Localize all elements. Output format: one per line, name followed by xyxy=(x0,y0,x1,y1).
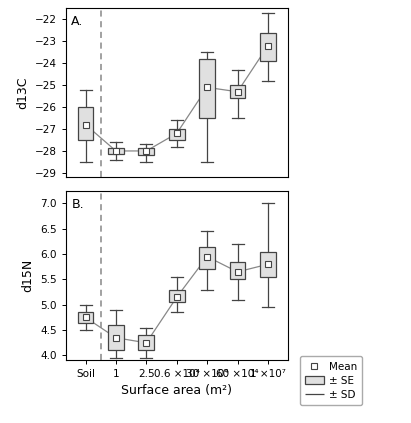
Legend: Mean, ± SE, ± SD: Mean, ± SE, ± SD xyxy=(300,356,362,405)
Bar xyxy=(108,148,124,154)
Bar xyxy=(108,325,124,350)
Bar xyxy=(230,262,245,280)
Bar xyxy=(169,290,185,302)
Y-axis label: d13C: d13C xyxy=(16,77,29,109)
Bar xyxy=(230,85,245,98)
Bar xyxy=(169,129,185,140)
Bar xyxy=(260,33,276,61)
Bar xyxy=(78,313,93,323)
Bar xyxy=(78,107,93,140)
X-axis label: Surface area (m²): Surface area (m²) xyxy=(121,384,232,397)
Bar xyxy=(199,247,215,269)
Text: B.: B. xyxy=(72,198,84,211)
Bar xyxy=(139,148,154,155)
Text: A.: A. xyxy=(72,15,83,28)
Bar xyxy=(199,59,215,118)
Bar xyxy=(260,252,276,277)
Y-axis label: d15N: d15N xyxy=(21,258,35,292)
Bar xyxy=(139,335,154,350)
